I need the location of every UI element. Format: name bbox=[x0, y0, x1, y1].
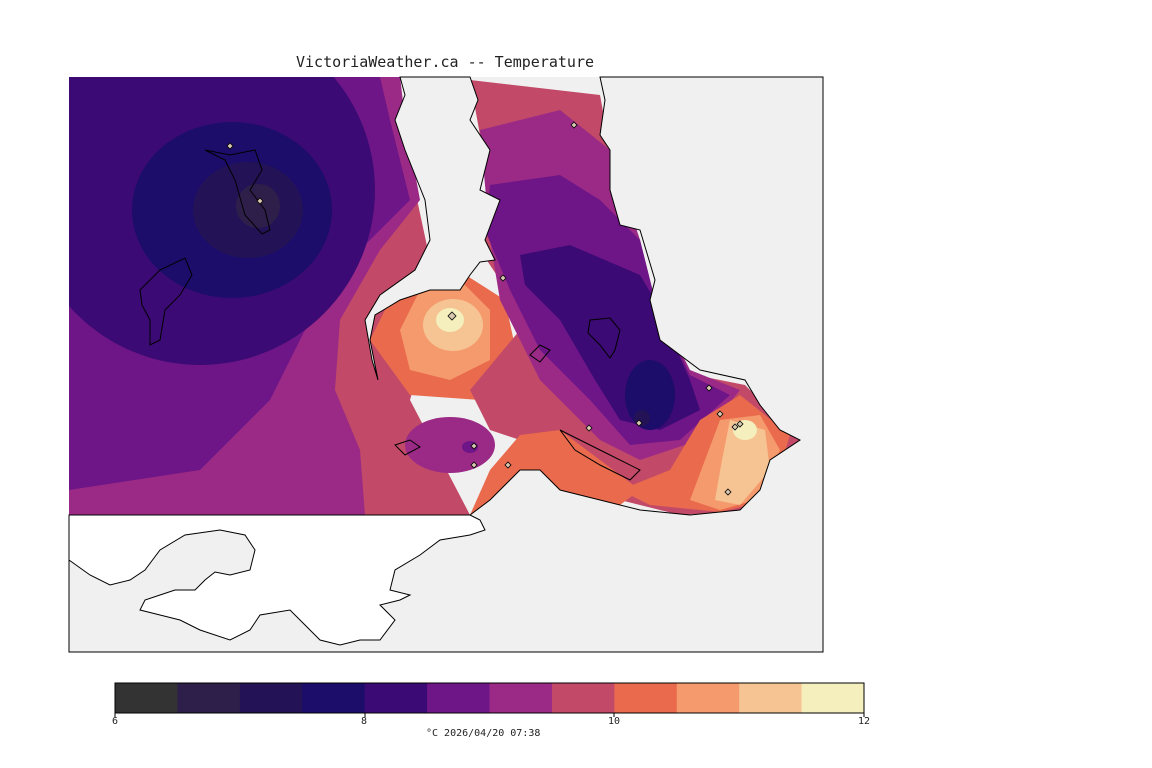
diamond-icon bbox=[736, 420, 744, 428]
colorbar-swatch bbox=[239, 683, 303, 713]
contour-se-3 bbox=[715, 420, 770, 505]
island-lake-west bbox=[139, 257, 193, 346]
diamond-icon bbox=[447, 311, 457, 321]
island-lake-north bbox=[204, 149, 271, 235]
diamond-icon bbox=[470, 442, 478, 450]
diamond-icon bbox=[570, 121, 578, 129]
colorbar-swatch bbox=[364, 683, 428, 713]
island-small-south bbox=[394, 439, 421, 456]
map-title: VictoriaWeather.ca -- Temperature bbox=[296, 53, 595, 71]
temperature-field bbox=[69, 77, 800, 515]
diamond-icon bbox=[585, 424, 593, 432]
diamond-icon bbox=[716, 410, 724, 418]
colorbar-tick-label: 6 bbox=[112, 716, 119, 727]
diamond-icon bbox=[470, 461, 478, 469]
contour-mid-blob bbox=[405, 417, 495, 473]
south-coast-land bbox=[68, 514, 486, 646]
diamond-icon bbox=[731, 423, 739, 431]
diamond-icon bbox=[499, 274, 507, 282]
diamond-icon bbox=[504, 461, 512, 469]
diamond-icon bbox=[635, 419, 643, 427]
colorbar-swatch bbox=[614, 683, 678, 713]
colorbar bbox=[115, 683, 865, 713]
station-markers bbox=[226, 121, 744, 496]
colorbar-caption: °C 2026/04/20 07:38 bbox=[426, 728, 541, 739]
colorbar-tick-label: 12 bbox=[858, 716, 871, 727]
island-se-inlet bbox=[559, 429, 641, 481]
diamond-icon bbox=[256, 197, 264, 205]
island-small-east bbox=[529, 344, 551, 363]
colorbar-swatch bbox=[115, 683, 178, 713]
contour-warm-4 bbox=[436, 308, 464, 332]
colorbar-swatch bbox=[177, 683, 241, 713]
diamond-icon bbox=[724, 488, 732, 496]
colorbar-swatch bbox=[427, 683, 490, 713]
contour-east-5 bbox=[625, 360, 675, 430]
colorbar-swatch bbox=[551, 683, 615, 713]
colorbar-swatch bbox=[739, 683, 803, 713]
diamond-icon bbox=[226, 142, 234, 150]
colorbar-tick-label: 8 bbox=[361, 716, 368, 727]
colorbar-swatch bbox=[801, 683, 865, 713]
colorbar-swatch bbox=[302, 683, 366, 713]
diamond-icon bbox=[705, 384, 713, 392]
colorbar-swatch bbox=[676, 683, 740, 713]
contour-se-4 bbox=[733, 420, 757, 440]
colorbar-ticks bbox=[114, 713, 865, 717]
colorbar-tick-label: 10 bbox=[608, 716, 621, 727]
island-lake-east bbox=[587, 317, 621, 359]
colorbar-swatch bbox=[489, 683, 553, 713]
colorbar-frame bbox=[114, 682, 865, 714]
water-channel-north bbox=[364, 76, 501, 381]
islands bbox=[139, 149, 641, 481]
